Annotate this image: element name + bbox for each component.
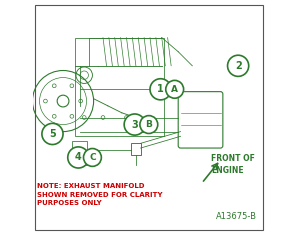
Text: 1: 1 — [157, 84, 164, 94]
Bar — [131, 143, 141, 155]
Circle shape — [227, 55, 249, 76]
Text: 4: 4 — [75, 153, 82, 162]
Bar — [75, 38, 164, 136]
Circle shape — [124, 114, 145, 135]
Circle shape — [83, 149, 101, 166]
Text: 5: 5 — [49, 129, 56, 139]
Circle shape — [150, 79, 171, 100]
Text: A13675-B: A13675-B — [216, 212, 257, 221]
Text: FRONT OF
ENGINE: FRONT OF ENGINE — [211, 154, 255, 175]
Circle shape — [42, 123, 63, 145]
Text: A: A — [171, 85, 178, 94]
Bar — [73, 141, 87, 164]
Circle shape — [166, 80, 184, 98]
Circle shape — [68, 147, 89, 168]
Text: C: C — [89, 153, 96, 162]
Text: NOTE: EXHAUST MANIFOLD
SHOWN REMOVED FOR CLARITY
PURPOSES ONLY: NOTE: EXHAUST MANIFOLD SHOWN REMOVED FOR… — [37, 183, 163, 206]
Text: B: B — [146, 120, 152, 129]
Circle shape — [140, 116, 158, 133]
Text: 2: 2 — [235, 61, 242, 71]
Text: 3: 3 — [131, 120, 138, 129]
